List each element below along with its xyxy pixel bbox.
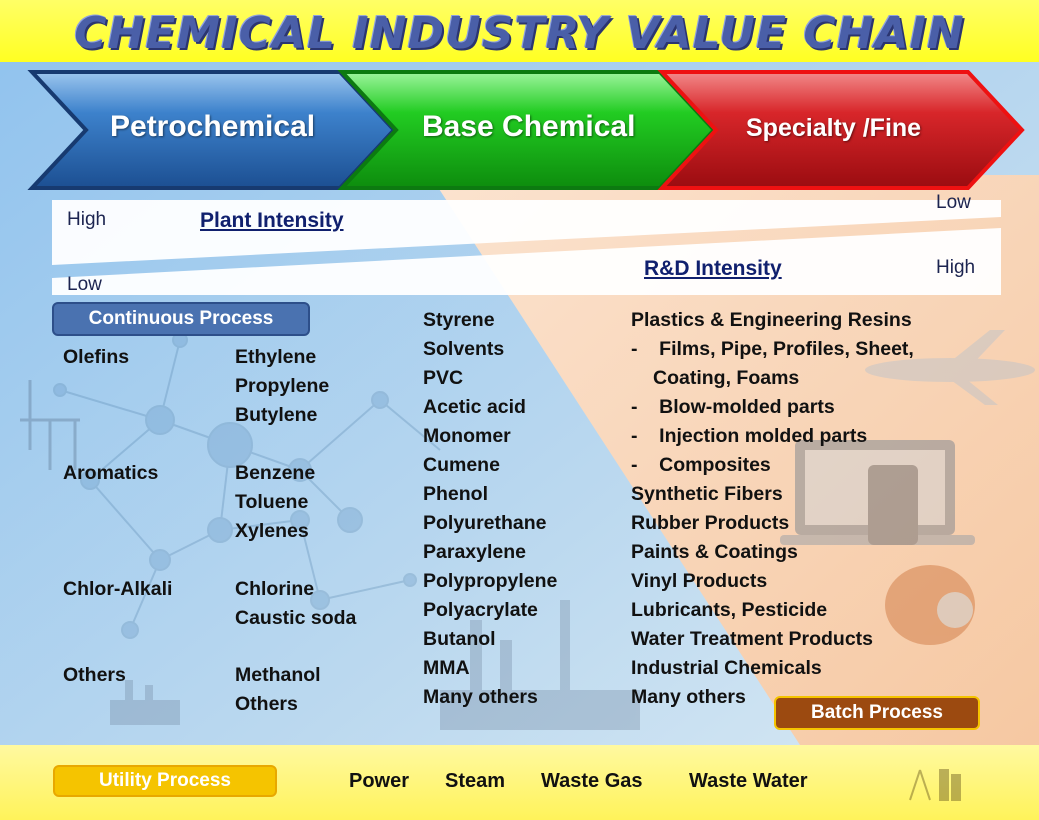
item-xylenes: Xylenes	[235, 520, 309, 542]
batch-process-badge: Batch Process	[774, 696, 980, 730]
group-name-others: Others	[63, 664, 126, 686]
petrochemical-group-items: Ethylene Propylene Butylene Benzene Tolu…	[235, 343, 356, 719]
list-item: - Composites	[631, 454, 771, 476]
rd-intensity-high: High	[936, 257, 976, 278]
list-item: Acetic acid	[423, 396, 526, 418]
item-ethylene: Ethylene	[235, 346, 317, 368]
list-item: Butanol	[423, 628, 496, 650]
utility-item-power: Power	[349, 770, 410, 792]
list-item: Many others	[631, 686, 746, 708]
list-item: Paraxylene	[423, 541, 526, 563]
utility-item-steam: Steam	[445, 770, 506, 792]
plant-intensity-low: Low	[936, 192, 971, 213]
oil-rig-decoration	[20, 380, 80, 470]
list-item: Lubricants, Pesticide	[631, 599, 828, 621]
list-item: Solvents	[423, 338, 505, 360]
list-item: Vinyl Products	[631, 570, 768, 592]
devices-decoration	[780, 440, 975, 545]
list-item: Synthetic Fibers	[631, 483, 783, 505]
list-item: Polyurethane	[423, 512, 547, 534]
rd-intensity-label: R&D Intensity	[644, 257, 782, 280]
list-item: Paints & Coatings	[631, 541, 798, 563]
chevron-specialty	[657, 70, 1025, 190]
list-item: Styrene	[423, 309, 495, 331]
item-methanol: Methanol	[235, 664, 321, 686]
item-butylene: Butylene	[235, 404, 318, 426]
paint-can-decoration	[885, 565, 975, 645]
petrochemical-group-names: Olefins Aromatics Chlor-Alkali Others	[63, 343, 172, 690]
plant-intensity-high: High	[67, 209, 107, 230]
list-item: Many others	[423, 686, 538, 708]
group-name-aromatics: Aromatics	[63, 462, 159, 484]
list-item: Plastics & Engineering Resins	[631, 309, 912, 331]
group-name-olefins: Olefins	[63, 346, 130, 368]
list-item: Polyacrylate	[423, 599, 538, 621]
list-item: Industrial Chemicals	[631, 657, 822, 679]
rd-intensity-low: Low	[67, 274, 102, 295]
rd-intensity-wedge	[52, 228, 1001, 295]
base-chemicals-list: Styrene Solvents PVC Acetic acid Monomer…	[423, 306, 557, 712]
list-item: Polypropylene	[423, 570, 558, 592]
list-item: Water Treatment Products	[631, 628, 873, 650]
item-chlorine: Chlorine	[235, 578, 315, 600]
item-propylene: Propylene	[235, 375, 330, 397]
list-item: PVC	[423, 367, 464, 389]
utility-process-badge: Utility Process	[53, 765, 277, 797]
item-benzene: Benzene	[235, 462, 316, 484]
item-caustic-soda: Caustic soda	[235, 607, 357, 629]
utility-item-waste-water: Waste Water	[689, 770, 808, 792]
list-item: - Injection molded parts	[631, 425, 868, 447]
list-item: Monomer	[423, 425, 511, 447]
list-item: Phenol	[423, 483, 489, 505]
stage-label-specialty: Specialty /Fine	[746, 114, 922, 142]
continuous-process-badge: Continuous Process	[52, 302, 310, 336]
power-plant-decoration	[909, 769, 961, 801]
list-item: Rubber Products	[631, 512, 790, 534]
factory-decoration	[110, 600, 640, 730]
airplane-decoration	[865, 330, 1035, 405]
molecule-network-decoration	[53, 332, 441, 639]
plant-intensity-wedge	[52, 200, 1001, 265]
list-item: - Films, Pipe, Profiles, Sheet,	[631, 338, 914, 360]
item-toluene: Toluene	[235, 491, 309, 513]
list-item: Cumene	[423, 454, 500, 476]
list-item: Coating, Foams	[653, 367, 800, 389]
utility-item-waste-gas: Waste Gas	[541, 770, 643, 792]
stage-label-base-chemical: Base Chemical	[422, 110, 636, 143]
list-item: - Blow-molded parts	[631, 396, 835, 418]
list-item: MMA	[423, 657, 470, 679]
item-others: Others	[235, 693, 298, 715]
plant-intensity-label: Plant Intensity	[200, 209, 344, 232]
specialty-products-list: Plastics & Engineering Resins - Films, P…	[631, 306, 914, 712]
group-name-chlor-alkali: Chlor-Alkali	[63, 578, 173, 600]
stage-label-petrochemical: Petrochemical	[110, 110, 316, 143]
page-title: CHEMICAL INDUSTRY VALUE CHAIN	[74, 8, 965, 59]
